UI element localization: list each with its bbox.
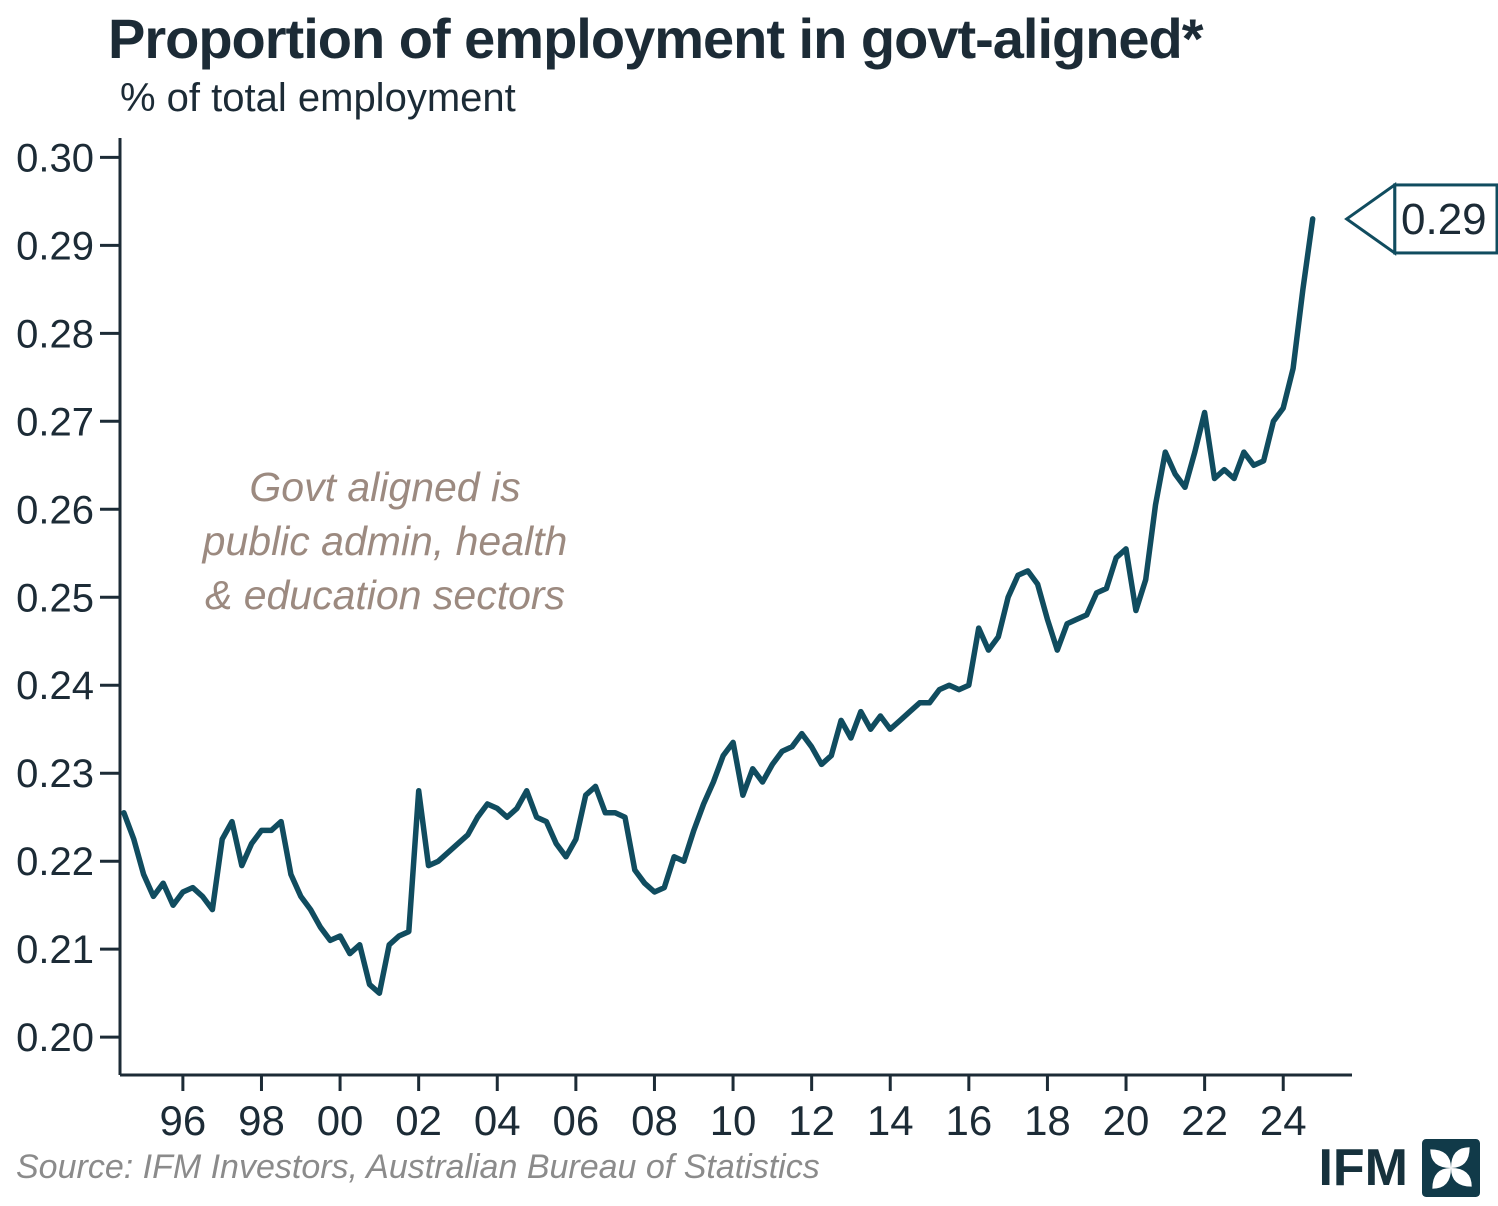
chart-y-axis-unit-label: % of total employment bbox=[120, 76, 516, 120]
y-tick-label: 0.20 bbox=[16, 1016, 94, 1060]
x-tick-label: 14 bbox=[867, 1097, 914, 1144]
y-tick-label: 0.29 bbox=[16, 224, 94, 268]
chart-annotation: Govt aligned is public admin, health & e… bbox=[150, 460, 620, 622]
y-tick-label: 0.27 bbox=[16, 400, 94, 444]
x-tick-label: 22 bbox=[1181, 1097, 1228, 1144]
annotation-line-3: & education sectors bbox=[204, 572, 566, 619]
x-tick-label: 00 bbox=[317, 1097, 364, 1144]
x-tick-label: 08 bbox=[631, 1097, 678, 1144]
annotation-line-1: Govt aligned is bbox=[249, 464, 521, 510]
annotation-line-2: public admin, health bbox=[202, 518, 568, 565]
y-tick-label: 0.30 bbox=[16, 136, 94, 180]
y-tick-label: 0.25 bbox=[16, 576, 94, 620]
ifm-logo: IFM bbox=[1318, 1138, 1480, 1198]
data-line-series bbox=[121, 216, 1316, 996]
chart-title: Proportion of employment in govt-aligned… bbox=[108, 7, 1204, 70]
x-tick-label: 12 bbox=[788, 1097, 835, 1144]
callout-arrow bbox=[1344, 182, 1397, 256]
ifm-pinwheel-icon bbox=[1422, 1139, 1480, 1197]
x-tick-label: 16 bbox=[945, 1097, 992, 1144]
y-tick-label: 0.23 bbox=[16, 752, 94, 796]
y-tick-label: 0.28 bbox=[16, 312, 94, 356]
callout-value-label: 0.29 bbox=[1401, 195, 1487, 244]
y-tick-label: 0.22 bbox=[16, 840, 94, 884]
callout-box bbox=[1393, 183, 1498, 255]
source-credit: Source: IFM Investors, Australian Bureau… bbox=[16, 1148, 820, 1186]
ifm-logo-text: IFM bbox=[1318, 1139, 1408, 1197]
x-tick-label: 18 bbox=[1024, 1097, 1071, 1144]
y-tick-label: 0.26 bbox=[16, 488, 94, 532]
x-tick-label: 04 bbox=[474, 1097, 521, 1144]
x-tick-label: 24 bbox=[1260, 1097, 1307, 1144]
x-tick-label: 10 bbox=[710, 1097, 757, 1144]
y-tick-label: 0.21 bbox=[16, 928, 94, 972]
x-tick-label: 98 bbox=[238, 1097, 285, 1144]
x-tick-label: 02 bbox=[395, 1097, 442, 1144]
y-tick-label: 0.24 bbox=[16, 664, 94, 708]
x-tick-label: 20 bbox=[1103, 1097, 1150, 1144]
x-tick-label: 96 bbox=[160, 1097, 207, 1144]
x-tick-label: 06 bbox=[553, 1097, 600, 1144]
